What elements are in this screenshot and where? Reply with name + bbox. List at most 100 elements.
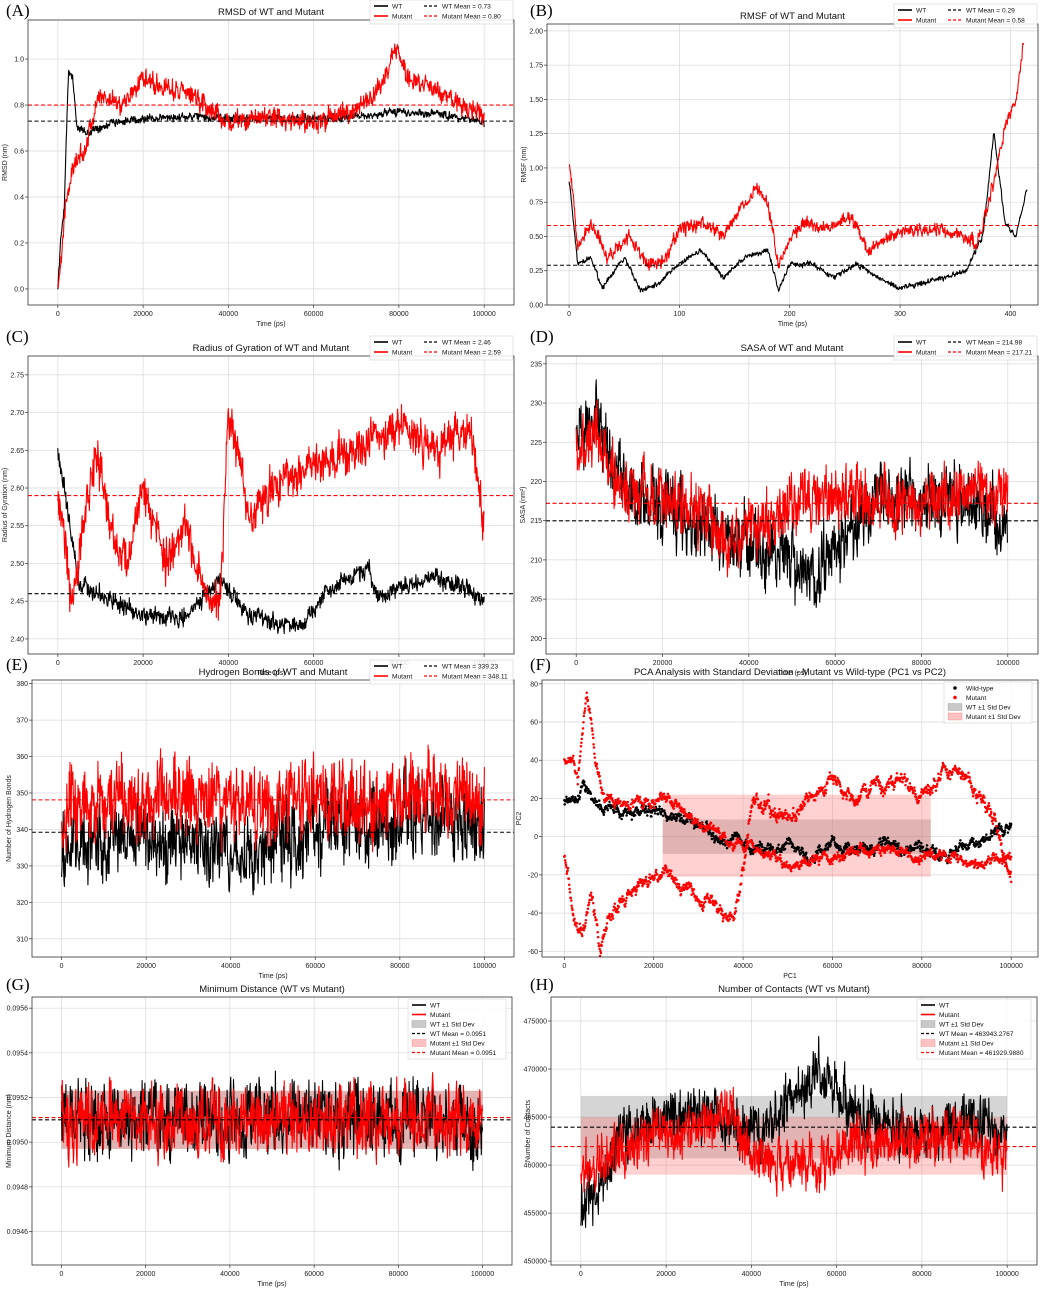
- y-tick-label: 330: [16, 863, 28, 870]
- scatter-point: [979, 843, 982, 847]
- series-line: [575, 399, 1009, 578]
- y-tick-label: 0.4: [14, 194, 24, 201]
- scatter-point: [563, 854, 566, 858]
- scatter-point: [590, 722, 593, 725]
- x-tick-label: 80000: [389, 1271, 409, 1278]
- x-tick-label: 80000: [390, 963, 410, 970]
- scatter-point: [869, 784, 872, 787]
- scatter-point: [946, 856, 950, 859]
- x-tick-label: 200: [784, 311, 796, 318]
- scatter-point: [711, 831, 715, 835]
- scatter-point: [600, 940, 604, 943]
- scatter-point: [572, 913, 575, 917]
- scatter-point: [568, 891, 572, 894]
- plot-area: [551, 1035, 1037, 1229]
- scatter-point: [583, 707, 587, 710]
- scatter-point: [582, 714, 586, 718]
- scatter-point: [570, 904, 573, 908]
- scatter-point: [692, 888, 696, 891]
- scatter-point: [579, 789, 582, 793]
- scatter-point: [638, 795, 642, 799]
- scatter-point: [879, 840, 882, 844]
- scatter-point: [643, 801, 647, 804]
- scatter-point: [934, 850, 937, 853]
- scatter-point: [916, 845, 919, 849]
- scatter-point: [659, 813, 663, 816]
- y-tick-label: 450000: [524, 1259, 547, 1266]
- scatter-point: [646, 810, 650, 814]
- scatter-point: [945, 768, 949, 771]
- panel-d-sasa: (D) SASA of WT and Mutant 0 20000 40000 6000…: [520, 323, 1045, 677]
- scatter-point: [794, 819, 798, 823]
- scatter-point: [665, 819, 669, 823]
- scatter-point: [803, 802, 806, 806]
- scatter-point: [635, 806, 638, 809]
- scatter-point: [759, 801, 763, 804]
- plot-frame: [550, 996, 1038, 1266]
- scatter-point: [846, 786, 850, 790]
- panel-label: (D): [530, 327, 554, 346]
- scatter-point: [689, 812, 693, 816]
- scatter-point: [611, 914, 614, 917]
- y-tick-label: 40: [530, 758, 538, 765]
- scatter-point: [841, 797, 845, 800]
- scatter-point: [824, 792, 828, 795]
- y-tick-label: -40: [528, 911, 538, 918]
- scatter-point: [845, 797, 848, 801]
- scatter-point: [942, 763, 945, 767]
- scatter-point: [702, 903, 705, 907]
- y-tick-label: 455000: [524, 1211, 547, 1218]
- scatter-point: [969, 782, 973, 785]
- scatter-point: [718, 904, 722, 907]
- scatter-point: [944, 851, 947, 855]
- scatter-point: [703, 830, 706, 833]
- scatter-point: [710, 837, 714, 841]
- x-tick-label: 100000: [995, 1271, 1018, 1278]
- y-axis-label: Number of Hydrogen Bonds: [6, 775, 13, 862]
- scatter-point: [879, 837, 882, 840]
- scatter-point: [637, 881, 641, 884]
- scatter-point: [813, 799, 817, 802]
- legend-swatch: [411, 1020, 427, 1028]
- scatter-point: [802, 856, 806, 859]
- y-tick-label: 0.25: [529, 268, 543, 275]
- plot-frame: [31, 996, 513, 1266]
- scatter-point: [923, 857, 927, 860]
- legend-box: [369, 335, 514, 361]
- scatter-point: [903, 773, 906, 776]
- scatter-point: [847, 844, 851, 847]
- scatter-point: [674, 819, 678, 823]
- scatter-point: [1000, 850, 1004, 854]
- scatter-point: [662, 871, 666, 875]
- scatter-point: [760, 843, 764, 846]
- scatter-point: [655, 873, 659, 876]
- scatter-point: [752, 846, 756, 849]
- scatter-point: [746, 833, 750, 836]
- scatter-point: [805, 851, 808, 855]
- scatter-point: [761, 845, 764, 849]
- scatter-point: [616, 807, 620, 811]
- panel-label: (F): [530, 655, 551, 674]
- scatter-point: [934, 789, 938, 792]
- scatter-point: [949, 861, 952, 864]
- scatter-point: [626, 803, 630, 807]
- scatter-point: [566, 866, 570, 870]
- scatter-point: [809, 862, 812, 866]
- scatter-point: [581, 727, 585, 730]
- scatter-point: [719, 837, 723, 841]
- scatter-point: [711, 826, 715, 829]
- scatter-point: [959, 839, 962, 842]
- scatter-point: [591, 729, 594, 733]
- scatter-point: [690, 887, 694, 890]
- legend-label: Mutant: [392, 349, 412, 356]
- scatter-point: [930, 788, 933, 792]
- y-tick-label: 310: [16, 936, 28, 943]
- x-tick-label: 100000: [473, 963, 496, 970]
- scatter-point: [672, 804, 676, 808]
- scatter-point: [983, 796, 986, 799]
- scatter-point: [596, 923, 599, 927]
- scatter-point: [675, 817, 679, 820]
- scatter-point: [672, 807, 675, 810]
- scatter-point: [1009, 855, 1013, 859]
- legend-swatch: [411, 1039, 427, 1047]
